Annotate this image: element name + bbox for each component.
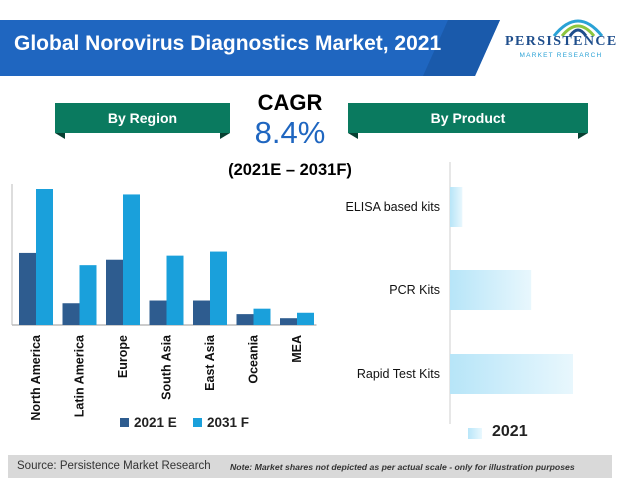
legend-swatch-2021: [468, 428, 482, 439]
product-section-header: By Product: [348, 103, 588, 139]
product-bar-chart: ELISA based kits PCR Kits Rapid Test Kits: [345, 162, 573, 424]
category-label-europe: Europe: [116, 335, 130, 378]
bar-pcr-kits: [450, 270, 532, 310]
bar-elisa-based-kits: [450, 187, 463, 227]
region-section-header: By Region: [55, 103, 230, 139]
footer-bar: [8, 455, 612, 478]
logo-name: PERSISTENCE: [505, 34, 618, 49]
bar-europe-2021-e: [106, 259, 123, 325]
legend-swatch-2021-e: [120, 418, 129, 427]
legend-label-2021: 2021: [492, 423, 528, 440]
legend-label-2031-f: 2031 F: [207, 415, 249, 430]
category-label-south-asia: South Asia: [160, 334, 174, 400]
category-label-rapid-test-kits: Rapid Test Kits: [357, 367, 440, 381]
category-label-north-america: North America: [29, 334, 43, 421]
bar-rapid-test-kits: [450, 354, 573, 394]
category-label-mea: MEA: [290, 335, 304, 363]
footer-source: Source: Persistence Market Research: [17, 460, 211, 472]
category-label-oceania: Oceania: [247, 334, 261, 384]
bar-oceania-2021-e: [236, 314, 254, 325]
region-section-label: By Region: [107, 110, 178, 126]
category-label-east-asia: East Asia: [203, 334, 217, 391]
logo-subtitle: MARKET RESEARCH: [519, 52, 603, 59]
bar-mea-2031-f: [297, 312, 314, 325]
product-section-label: By Product: [430, 110, 506, 126]
cagr-label: CAGR: [257, 90, 323, 115]
logo-mark: [552, 19, 604, 37]
bar-mea-2021-e: [280, 318, 297, 325]
bar-latin-america-2031-f: [79, 265, 97, 325]
bar-south-asia-2021-e: [149, 300, 167, 325]
bar-north-america-2021-e: [19, 252, 36, 325]
bar-oceania-2031-f: [253, 308, 271, 325]
category-label-elisa-based-kits: ELISA based kits: [345, 200, 440, 214]
category-label-latin-america: Latin America: [73, 334, 87, 417]
category-label-pcr-kits: PCR Kits: [389, 283, 440, 297]
bar-latin-america-2021-e: [62, 303, 80, 325]
region-bar-chart: North America Latin America Europe South As…: [11, 184, 317, 430]
bar-east-asia-2031-f: [210, 251, 227, 325]
bar-north-america-2031-f: [36, 189, 53, 325]
bar-east-asia-2021-e: [193, 300, 210, 325]
chart-title: Global Norovirus Diagnostics Market, 202…: [14, 32, 442, 55]
footer-note: Note: Market shares not depicted as per …: [230, 462, 575, 472]
cagr-value: 8.4%: [254, 115, 326, 150]
bar-europe-2031-f: [123, 194, 140, 325]
legend-label-2021-e: 2021 E: [134, 415, 177, 430]
legend-swatch-2031-f: [193, 418, 202, 427]
title-banner: [0, 20, 500, 76]
bar-south-asia-2031-f: [166, 255, 184, 325]
cagr-period: (2021E – 2031F): [228, 161, 352, 179]
